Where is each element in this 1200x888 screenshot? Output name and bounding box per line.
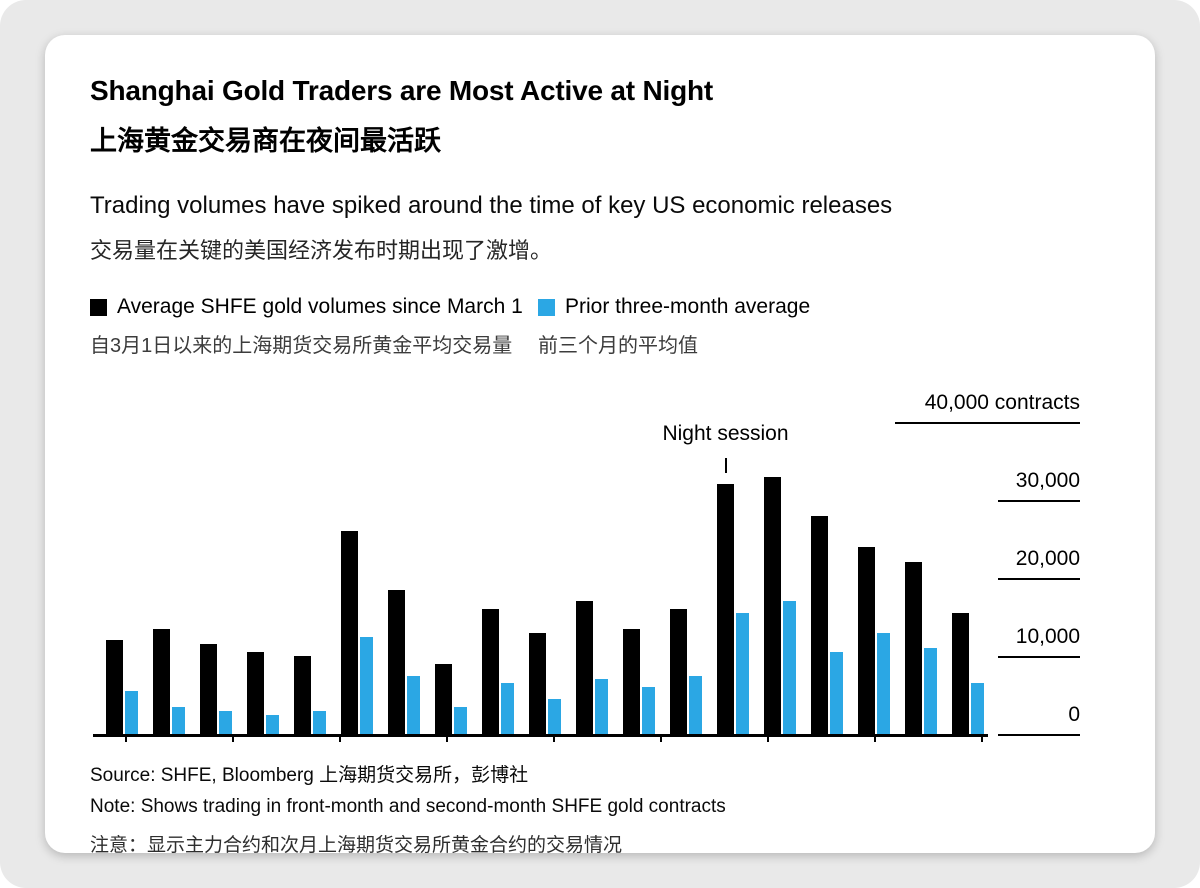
black-bar-17 xyxy=(905,562,922,734)
black-bar-10 xyxy=(576,601,593,734)
night-session-annotation-tick xyxy=(724,458,727,473)
black-bar-13 xyxy=(717,484,734,734)
chart-card: Shanghai Gold Traders are Most Active at… xyxy=(45,35,1155,856)
y-gridline-40000 xyxy=(895,422,1080,424)
source-line: Source: SHFE, Bloomberg 上海期货交易所，彭博社 xyxy=(90,765,529,786)
legend-swatch-black xyxy=(90,298,107,316)
black-bar-18 xyxy=(952,613,969,734)
legend-swatch-blue xyxy=(538,298,555,316)
blue-bar-9 xyxy=(548,698,561,734)
black-bar-4 xyxy=(294,656,311,734)
blue-bar-2 xyxy=(219,710,232,734)
blue-bar-18 xyxy=(971,683,984,734)
legend-label-series-1-zh: 自3月1日以来的上海期货交易所黄金平均交易量 xyxy=(90,335,513,357)
blue-bar-8 xyxy=(501,683,514,734)
blue-bar-11 xyxy=(642,687,655,734)
blue-bar-15 xyxy=(830,652,843,734)
black-bar-2 xyxy=(200,644,217,734)
blue-bar-10 xyxy=(595,679,608,734)
black-bar-8 xyxy=(482,609,499,734)
y-tick-label-30000: 30,000 xyxy=(1015,469,1080,492)
chart-subtitle-en: Trading volumes have spiked around the t… xyxy=(90,192,893,219)
chart-title-en: Shanghai Gold Traders are Most Active at… xyxy=(90,75,714,106)
x-axis-tick-3 xyxy=(446,735,448,742)
x-axis-tick-0 xyxy=(125,735,127,742)
y-tick-label-40000: 40,000 contracts xyxy=(924,391,1080,414)
x-axis-tick-6 xyxy=(767,735,769,742)
blue-bar-12 xyxy=(689,675,702,734)
legend-label-series-1-en: Average SHFE gold volumes since March 1 xyxy=(117,295,523,318)
x-axis-tick-7 xyxy=(874,735,876,742)
blue-bar-14 xyxy=(783,601,796,734)
x-axis-tick-1 xyxy=(232,735,234,742)
blue-bar-1 xyxy=(172,706,185,734)
black-bar-15 xyxy=(811,515,828,734)
y-tick-label-0: 0 xyxy=(1068,703,1080,726)
blue-bar-16 xyxy=(877,632,890,734)
chart: 40,000 contracts 30,000 20,000 10,000 0 Night… xyxy=(90,386,1110,750)
legend-entry-series-2: Prior three-month average 前三个月的平均值 xyxy=(538,295,810,358)
black-bar-11 xyxy=(623,628,640,734)
blue-bar-7 xyxy=(454,706,467,734)
legend-entry-series-1: Average SHFE gold volumes since March 1 … xyxy=(90,295,538,358)
y-tick-label-20000: 20,000 xyxy=(1015,547,1080,570)
chart-title-zh: 上海黄金交易商在夜间最活跃 xyxy=(90,126,441,156)
x-axis-tick-4 xyxy=(553,735,555,742)
blue-bar-0 xyxy=(125,691,138,734)
black-bar-1 xyxy=(153,628,170,734)
y-gridline-20000 xyxy=(998,578,1080,580)
black-bar-12 xyxy=(670,609,687,734)
y-gridline-0 xyxy=(998,734,1080,736)
blue-bar-13 xyxy=(736,613,749,734)
x-axis-tick-2 xyxy=(339,735,341,742)
y-gridline-10000 xyxy=(998,656,1080,658)
x-axis-baseline xyxy=(93,734,988,737)
black-bar-0 xyxy=(106,640,123,734)
blue-bar-4 xyxy=(313,710,326,734)
legend-label-series-2-en: Prior three-month average xyxy=(565,295,811,318)
blue-bar-17 xyxy=(924,648,937,734)
legend: Average SHFE gold volumes since March 1 … xyxy=(90,295,1110,358)
black-bar-7 xyxy=(435,663,452,734)
blue-bar-6 xyxy=(407,675,420,734)
black-bar-9 xyxy=(529,632,546,734)
x-axis-tick-5 xyxy=(660,735,662,742)
black-bar-16 xyxy=(858,546,875,734)
night-session-annotation-label: Night session xyxy=(662,422,789,445)
note-line-en: Note: Shows trading in front-month and s… xyxy=(90,796,726,817)
chart-subtitle-zh: 交易量在关键的美国经济发布时期出现了激增。 xyxy=(90,238,553,263)
x-axis-tick-8 xyxy=(981,735,983,742)
y-gridline-30000 xyxy=(998,500,1080,502)
black-bar-3 xyxy=(247,652,264,734)
y-tick-label-10000: 10,000 xyxy=(1015,625,1080,648)
black-bar-14 xyxy=(764,476,781,734)
note-line-zh: 注意：显示主力合约和次月上海期货交易所黄金合约的交易情况 xyxy=(90,835,623,856)
footer: Source: SHFE, Bloomberg 上海期货交易所，彭博社 Note… xyxy=(90,760,1110,857)
blue-bar-5 xyxy=(360,636,373,734)
legend-label-series-2-zh: 前三个月的平均值 xyxy=(538,335,698,357)
black-bar-6 xyxy=(388,589,405,734)
black-bar-5 xyxy=(341,531,358,734)
blue-bar-3 xyxy=(266,714,279,734)
